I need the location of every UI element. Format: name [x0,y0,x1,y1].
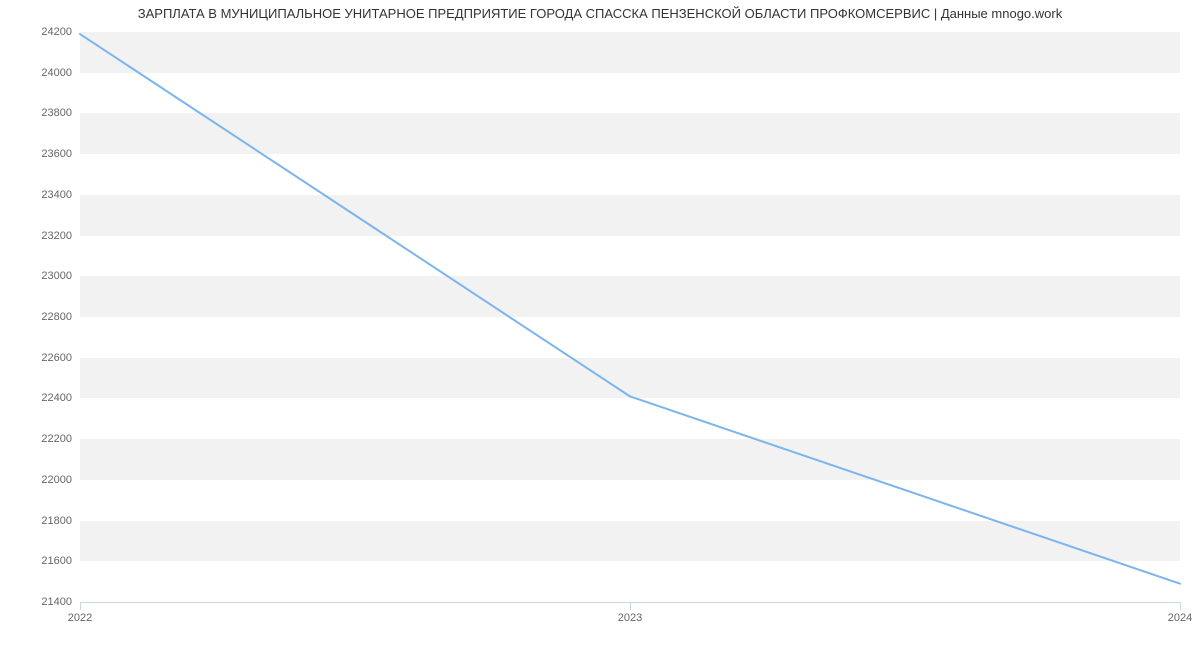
salary-line-chart: ЗАРПЛАТА В МУНИЦИПАЛЬНОЕ УНИТАРНОЕ ПРЕДП… [0,0,1200,650]
y-tick-label: 24000 [32,67,72,79]
y-tick-label: 24200 [32,26,72,38]
x-tick-mark [1180,602,1181,610]
chart-title: ЗАРПЛАТА В МУНИЦИПАЛЬНОЕ УНИТАРНОЕ ПРЕДП… [0,6,1200,21]
y-tick-label: 23000 [32,270,72,282]
y-tick-label: 22200 [32,433,72,445]
x-tick-mark [80,602,81,610]
plot-area: 2140021600218002200022200224002260022800… [80,32,1180,602]
x-tick-label: 2022 [68,612,92,624]
y-tick-label: 23800 [32,107,72,119]
y-tick-label: 23600 [32,148,72,160]
y-tick-label: 23400 [32,189,72,201]
y-tick-label: 22600 [32,352,72,364]
y-tick-label: 22400 [32,392,72,404]
y-tick-label: 21600 [32,555,72,567]
y-tick-label: 21400 [32,596,72,608]
x-tick-mark [630,602,631,610]
y-tick-label: 22800 [32,311,72,323]
y-tick-label: 23200 [32,230,72,242]
x-tick-label: 2023 [618,612,642,624]
line-series [80,32,1180,602]
y-tick-label: 22000 [32,474,72,486]
y-tick-label: 21800 [32,515,72,527]
x-tick-label: 2024 [1168,612,1192,624]
